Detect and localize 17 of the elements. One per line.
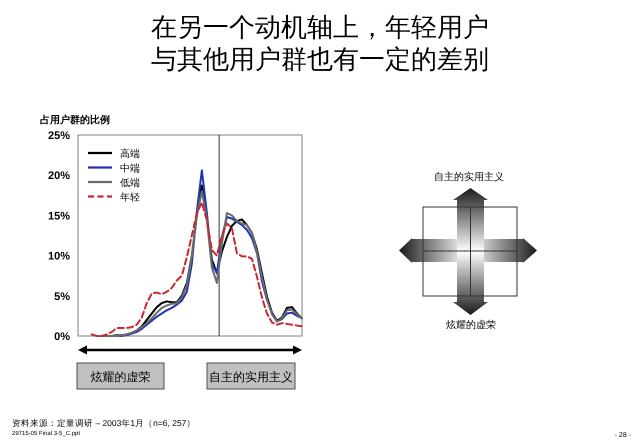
text: 自主的实用主义 [209,370,293,384]
legend-label: 低端 [120,177,140,189]
y-axis-title: 占用户群的比例 [40,114,110,126]
legend-label: 年轻 [120,192,140,204]
y-tick-label: 25% [48,130,70,142]
text: 自主的实用主义 [434,171,504,183]
legend-label: 中端 [120,162,140,174]
text: 炫耀的虚荣 [446,319,496,331]
y-tick-label: 10% [48,250,70,263]
legend-label: 高端 [120,148,140,160]
y-tick-label: 5% [54,290,70,303]
y-tick-label: 0% [54,331,70,343]
text: 资料来源：定量调研 – 2003年1月（n=6, 257） [12,418,196,428]
y-tick-label: 15% [48,210,70,222]
y-tick-label: 20% [48,170,70,182]
text: 炫耀的虚荣 [90,370,150,384]
chart-title: 在另一个动机轴上，年轻用户与其他用户群也有一定的差别 [150,12,490,76]
